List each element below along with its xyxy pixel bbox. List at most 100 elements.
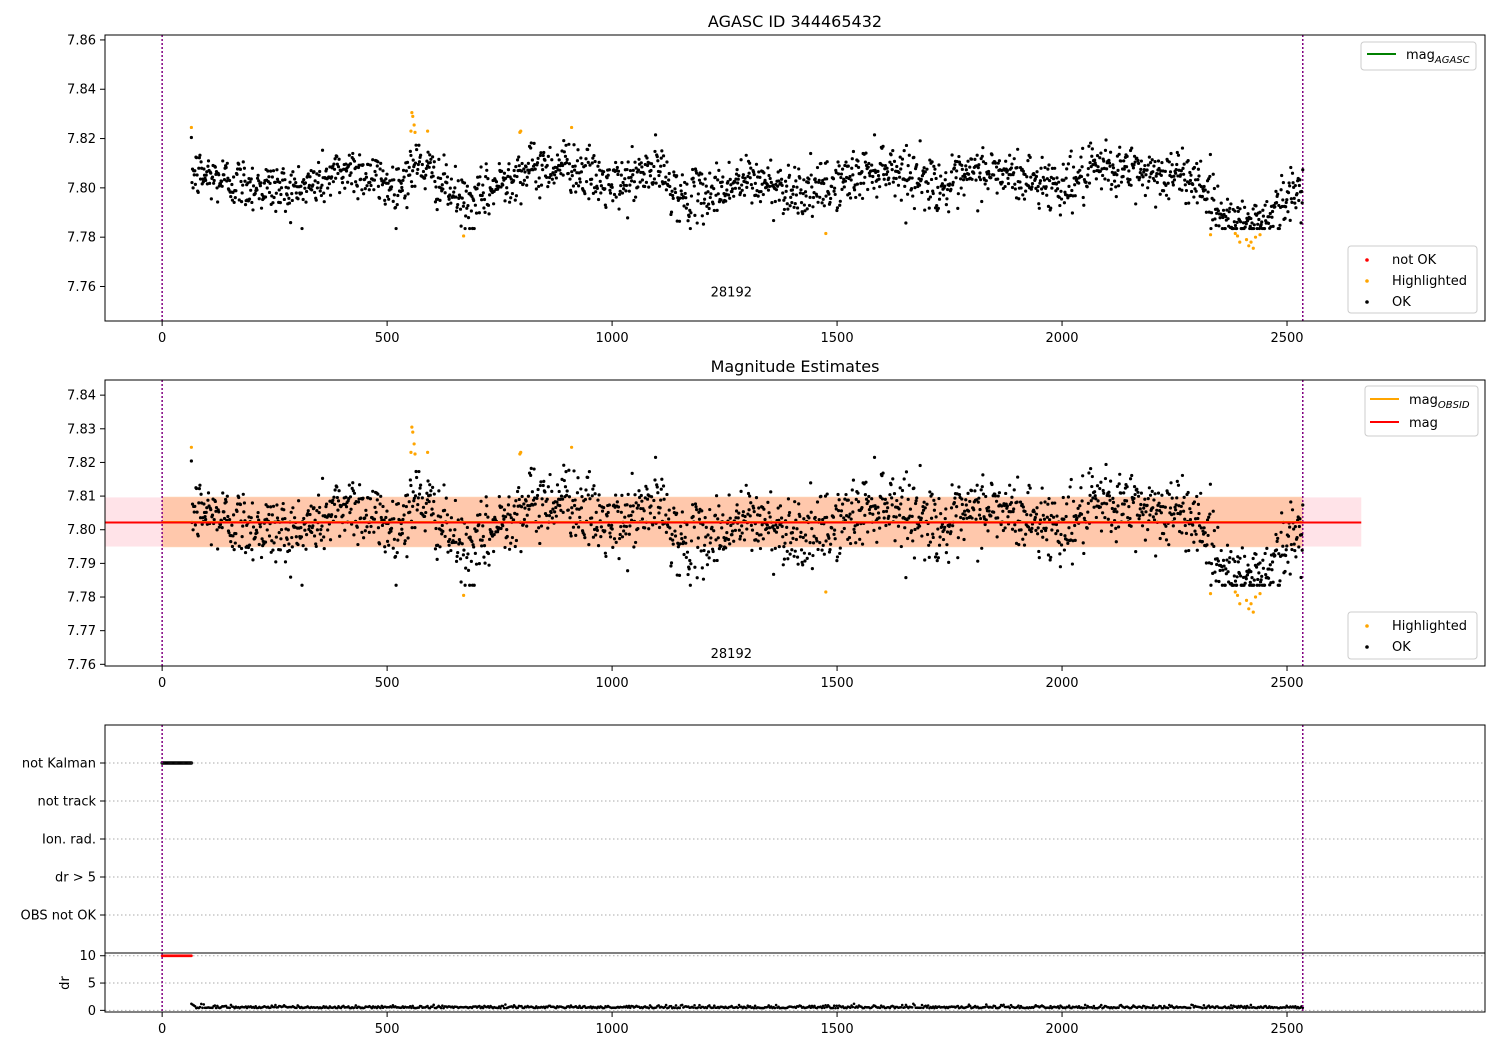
ok-point (931, 532, 935, 536)
ok-point (473, 203, 477, 207)
ok-point (772, 218, 776, 223)
ok-point (1113, 507, 1117, 511)
ok-point (671, 193, 675, 198)
ok-point (1235, 220, 1239, 224)
ok-point (807, 177, 811, 181)
ok-point (934, 176, 938, 181)
ok-point (483, 210, 487, 214)
ok-point (904, 470, 909, 474)
ok-point (852, 530, 857, 535)
ok-point (1236, 209, 1240, 214)
ok-point (1038, 181, 1042, 185)
ok-point (505, 191, 509, 195)
ok-point (196, 190, 200, 194)
ok-point (936, 527, 940, 531)
dr-point (511, 1006, 515, 1009)
ok-point (484, 162, 488, 166)
ok-point (1067, 526, 1071, 530)
ok-point (374, 510, 378, 514)
ok-point (456, 203, 460, 207)
ok-point (300, 226, 304, 231)
ok-point (783, 196, 787, 200)
ok-point (851, 173, 855, 177)
dr-point (774, 1003, 778, 1007)
ok-point (1086, 166, 1090, 171)
ok-point (688, 226, 692, 231)
ok-point (277, 530, 281, 535)
ok-point (289, 173, 293, 177)
ok-point (306, 172, 310, 176)
ok-point (654, 181, 658, 185)
ok-point (1041, 191, 1045, 195)
ok-point (745, 527, 749, 531)
ok-point (752, 170, 756, 174)
ok-point (745, 185, 749, 189)
ok-point (610, 183, 614, 187)
ok-point (786, 207, 790, 211)
ok-point (553, 510, 557, 514)
ok-point (1079, 486, 1083, 490)
ok-point (355, 525, 359, 529)
y-tick-label: 7.76 (67, 658, 96, 673)
ok-point (260, 537, 264, 541)
y-tick-label: 7.84 (67, 389, 96, 404)
ok-point (464, 566, 468, 570)
ok-point (226, 176, 230, 180)
ok-point (386, 181, 390, 185)
ok-point (761, 192, 765, 197)
ok-point (1055, 187, 1060, 191)
ok-point (655, 155, 659, 159)
ok-point (1239, 574, 1243, 578)
ok-point (672, 506, 676, 510)
ok-point (931, 189, 935, 193)
ok-point (850, 488, 854, 492)
ok-point (1223, 583, 1227, 587)
ok-point (608, 191, 613, 195)
y-tick-label: 7.82 (67, 456, 96, 471)
ok-point (225, 179, 229, 183)
ok-point (781, 535, 785, 539)
ok-point (1222, 564, 1226, 568)
ok-point (912, 556, 917, 560)
ok-point (798, 535, 803, 539)
ok-point (1235, 226, 1239, 231)
ok-point (1088, 161, 1092, 165)
ok-point (1171, 183, 1175, 187)
ok-point (888, 493, 892, 497)
ok-point (945, 197, 949, 201)
ok-point (517, 497, 521, 502)
ok-point (364, 508, 368, 512)
ok-point (1127, 505, 1131, 509)
ok-point (1010, 527, 1015, 531)
dr-point (354, 1004, 358, 1007)
ok-point (881, 471, 885, 475)
ok-point (793, 549, 797, 553)
ok-point (373, 169, 377, 174)
ok-point (880, 497, 885, 501)
ok-point (984, 518, 988, 522)
ok-point (197, 501, 201, 505)
ok-point (695, 171, 699, 175)
ok-point (980, 546, 984, 550)
ok-point (814, 536, 818, 541)
ok-point (257, 179, 261, 183)
ok-point (540, 497, 544, 501)
ok-point (197, 166, 201, 170)
ok-point (538, 541, 542, 546)
ok-point (1193, 178, 1198, 182)
ok-point (825, 492, 829, 496)
ok-point (1277, 552, 1281, 556)
ok-point (804, 539, 808, 543)
ok-point (997, 159, 1002, 163)
ok-point (431, 155, 435, 159)
ok-point (592, 484, 596, 488)
ok-point (500, 169, 504, 173)
highlighted-point (189, 445, 193, 449)
ok-point (631, 173, 635, 177)
ok-point (1122, 491, 1126, 495)
ok-point (679, 532, 683, 536)
ok-point (794, 179, 798, 183)
ok-point (249, 177, 253, 181)
ok-point (202, 167, 206, 171)
ok-point (391, 546, 395, 550)
